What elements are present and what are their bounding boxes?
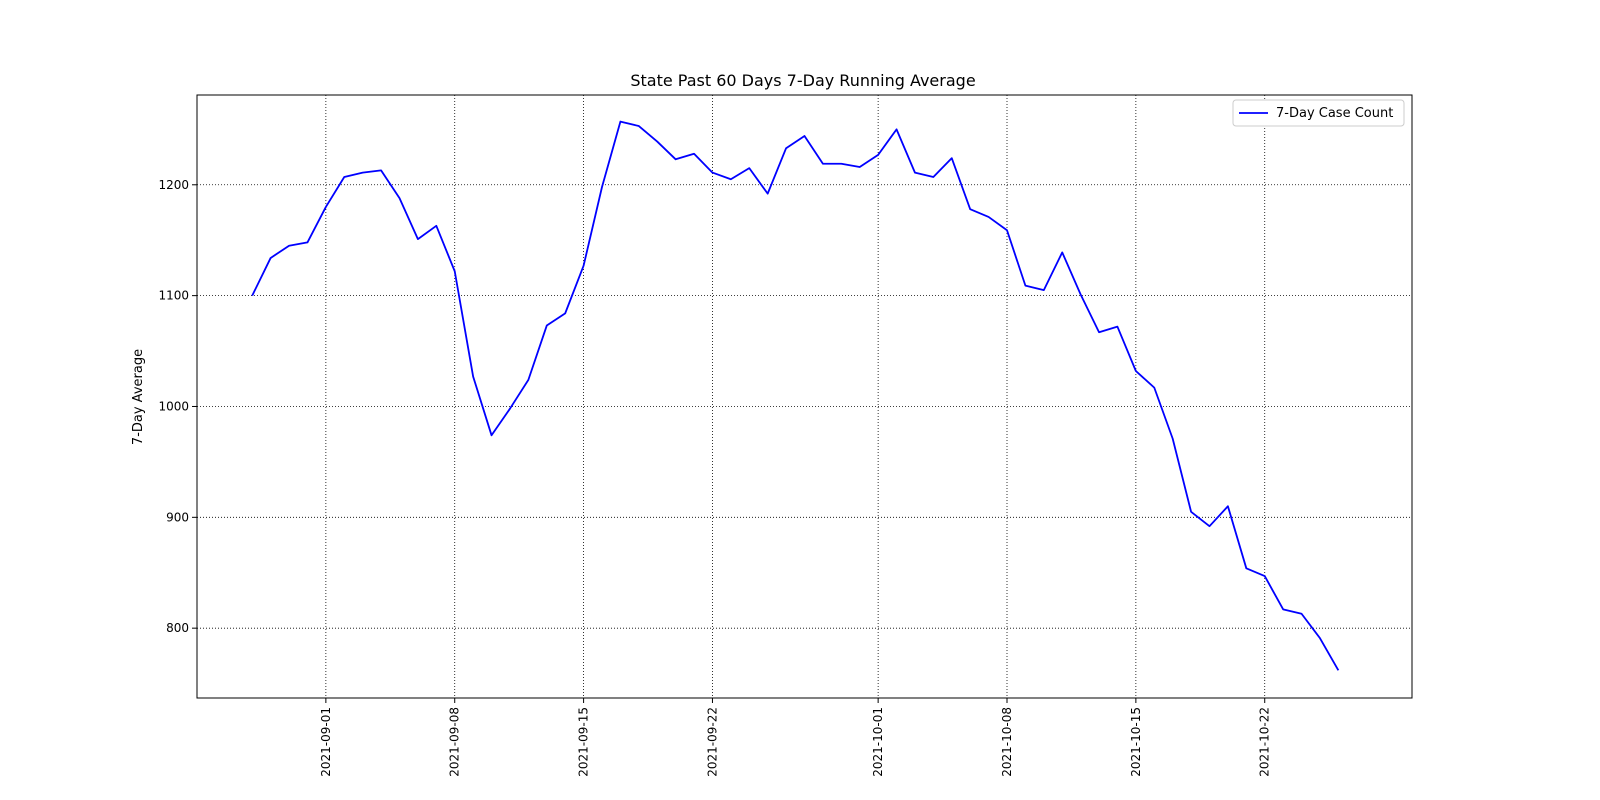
x-tick-label: 2021-09-15 [577, 707, 591, 777]
x-tick-label: 2021-09-22 [705, 707, 719, 777]
y-tick-label: 1000 [158, 399, 189, 413]
axes: 2021-09-01 2021-09-08 2021-09-15 2021-09-22… [158, 178, 1271, 777]
y-tick-label: 1200 [158, 178, 189, 192]
x-tick-label: 2021-10-08 [1000, 707, 1014, 777]
chart-title: State Past 60 Days 7-Day Running Average [630, 71, 975, 90]
x-tick-label: 2021-09-08 [448, 707, 462, 777]
y-tick-label: 800 [166, 621, 189, 635]
x-tick-label: 2021-09-01 [319, 707, 333, 777]
y-tick-label: 900 [166, 510, 189, 524]
y-tick-label: 1100 [158, 289, 189, 303]
x-tick-label: 2021-10-22 [1258, 707, 1272, 777]
plot-frame [196, 94, 1413, 699]
x-tick-label: 2021-10-01 [871, 707, 885, 777]
legend: 7-Day Case Count [1232, 99, 1405, 127]
legend-box [1232, 99, 1405, 127]
y-axis-label: 7-Day Average [131, 349, 146, 445]
series-line [251, 120, 1340, 671]
legend-label: 7-Day Case Count [1276, 106, 1393, 121]
series-layer [251, 120, 1340, 671]
x-tick-label: 2021-10-15 [1129, 707, 1143, 777]
grid-lines [197, 95, 1412, 698]
